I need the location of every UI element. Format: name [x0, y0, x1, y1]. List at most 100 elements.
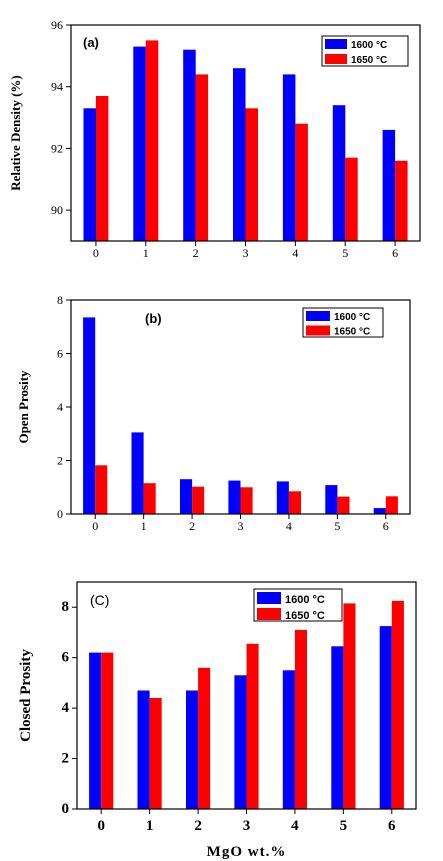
- bar-1600-mgo-0: [89, 652, 102, 809]
- y-tick-label: 96: [51, 18, 63, 32]
- bar-1600-mgo-1: [137, 690, 150, 809]
- legend-swatch: [306, 311, 330, 321]
- bar-1650-mgo-2: [198, 667, 211, 809]
- legend-label: 1600 °C: [351, 40, 387, 51]
- bar-1650-mgo-6: [391, 600, 404, 809]
- bar-1600-mgo-1: [131, 432, 144, 514]
- x-tick-label: 4: [292, 246, 298, 260]
- bar-1600-mgo-4: [282, 74, 296, 242]
- bar-1650-mgo-4: [288, 491, 301, 514]
- legend-label: 1650 °C: [351, 55, 387, 66]
- y-tick-label: 2: [62, 751, 70, 767]
- x-tick-label: 4: [286, 519, 292, 533]
- x-tick-label: 4: [291, 818, 299, 834]
- bar-1650-mgo-4: [295, 123, 308, 241]
- chart-panel-2: 0 2 4 6 8 0 1 2 3 4 5 6 Open Prosity (b) 1600 °C 1650 °…: [16, 293, 411, 533]
- x-tick-label: 0: [93, 246, 99, 260]
- legend-swatch: [325, 54, 347, 64]
- bar-1600-mgo-1: [133, 46, 146, 241]
- bar-1650-mgo-1: [145, 40, 159, 242]
- legend-label: 1600 °C: [334, 312, 370, 323]
- panel-label: (b): [145, 311, 162, 326]
- legend: 1600 °C 1650 °C: [302, 307, 384, 338]
- bar-1600-mgo-2: [186, 690, 199, 809]
- legend: 1600 °C 1650 °C: [321, 35, 409, 67]
- legend-swatch: [325, 39, 347, 49]
- x-tick-label: 1: [143, 246, 149, 260]
- x-tick-label: 1: [141, 519, 147, 533]
- x-tick-label: 5: [342, 246, 348, 260]
- legend-swatch: [257, 592, 281, 604]
- bar-1600-mgo-5: [325, 485, 338, 514]
- bar-1650-mgo-6: [395, 160, 408, 241]
- legend: 1600 °C 1650 °C: [253, 588, 343, 622]
- y-axis-label: Open Prosity: [16, 370, 31, 444]
- bar-1600-mgo-5: [332, 105, 346, 241]
- x-tick-label: 3: [238, 519, 244, 533]
- y-tick-label: 94: [51, 80, 63, 94]
- y-tick-label: 6: [62, 650, 70, 666]
- y-tick-label: 92: [51, 141, 63, 155]
- bar-1650-mgo-0: [95, 96, 109, 241]
- bar-1600-mgo-0: [83, 317, 96, 514]
- bar-1600-mgo-0: [83, 108, 96, 241]
- bar-1650-mgo-6: [385, 496, 398, 514]
- bar-1650-mgo-5: [345, 157, 358, 241]
- bar-1650-mgo-0: [95, 465, 108, 514]
- y-tick-label: 6: [57, 347, 63, 361]
- x-tick-label: 0: [92, 519, 98, 533]
- x-tick-label: 3: [243, 818, 251, 834]
- bar-1650-mgo-1: [143, 483, 156, 514]
- bar-1650-mgo-3: [246, 643, 259, 809]
- y-tick-label: 90: [51, 203, 63, 217]
- bar-1650-mgo-5: [337, 496, 350, 514]
- bar-1600-mgo-3: [233, 68, 246, 241]
- x-tick-label: 6: [383, 519, 389, 533]
- legend-swatch: [306, 325, 330, 336]
- y-tick-label: 4: [62, 700, 70, 716]
- y-tick-label: 2: [57, 454, 63, 468]
- y-tick-label: 8: [57, 293, 63, 307]
- legend-label: 1600 °C: [285, 594, 325, 606]
- bar-1650-mgo-2: [195, 74, 209, 242]
- bar-1600-mgo-6: [373, 508, 386, 514]
- legend-label: 1650 °C: [285, 610, 325, 622]
- bar-1650-mgo-5: [343, 603, 356, 809]
- x-tick-label: 2: [189, 519, 195, 533]
- x-tick-label: 6: [392, 246, 398, 260]
- bar-1650-mgo-2: [192, 486, 205, 514]
- x-tick-label: 0: [97, 818, 105, 834]
- bar-1600-mgo-3: [234, 675, 247, 809]
- bar-1600-mgo-5: [331, 646, 344, 809]
- x-tick-label: 2: [194, 818, 202, 834]
- x-tick-label: 1: [146, 818, 154, 834]
- y-tick-label: 0: [62, 801, 70, 817]
- y-axis-label: Relative Density (%): [8, 75, 23, 191]
- bar-1600-mgo-6: [379, 626, 392, 809]
- bar-1650-mgo-1: [149, 698, 162, 809]
- x-tick-label: 5: [340, 818, 348, 834]
- y-tick-label: 0: [57, 507, 63, 521]
- legend-swatch: [257, 608, 281, 620]
- bar-1650-mgo-0: [101, 652, 114, 809]
- x-tick-label: 3: [243, 246, 249, 260]
- panel-label: (a): [83, 35, 99, 50]
- bar-1650-mgo-3: [245, 108, 258, 241]
- x-tick-label: 6: [388, 818, 396, 834]
- bar-1650-mgo-4: [294, 629, 307, 809]
- x-tick-label: 2: [193, 246, 199, 260]
- bar-1600-mgo-6: [382, 129, 396, 241]
- bar-1650-mgo-3: [240, 487, 253, 515]
- bar-1600-mgo-3: [228, 480, 241, 514]
- x-tick-label: 5: [334, 519, 340, 533]
- chart-panel-3: 0 2 4 6 8 0 1 2 3 4 5 6 Closed Prosity (C) MgO wt.% 160…: [18, 581, 417, 860]
- panel-label: (C): [90, 592, 109, 608]
- chart-panel-1: 90 92 94 96 0 1 2 3 4 5 6 Relative Density (%) (a) 16…: [8, 18, 421, 260]
- y-axis-label: Closed Prosity: [18, 649, 34, 742]
- bar-1600-mgo-2: [183, 49, 196, 242]
- y-tick-label: 8: [62, 599, 70, 615]
- bar-1600-mgo-4: [276, 481, 289, 514]
